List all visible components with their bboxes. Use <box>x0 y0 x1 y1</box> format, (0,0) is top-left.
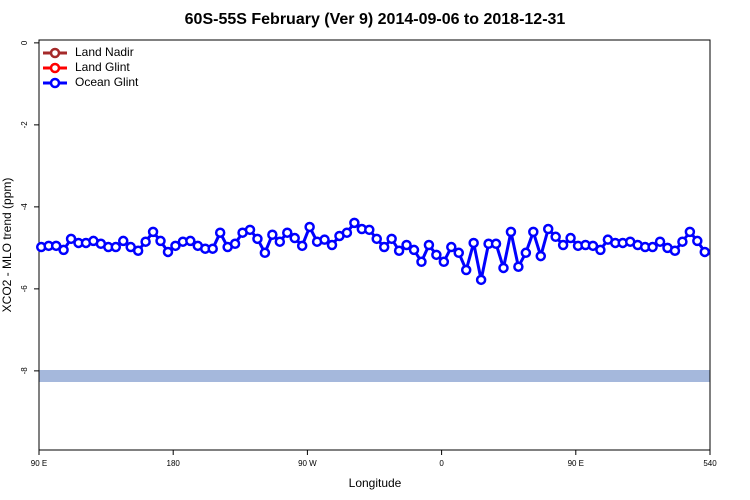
point <box>520 247 532 259</box>
point <box>408 244 420 256</box>
point <box>162 246 174 258</box>
legend-label: Ocean Glint <box>75 75 139 89</box>
legend-label: Land Nadir <box>75 45 134 59</box>
point <box>453 247 464 259</box>
point <box>65 233 77 245</box>
point <box>282 227 293 238</box>
point <box>550 231 561 243</box>
x-tick-label: 90 E <box>31 459 47 468</box>
point <box>229 238 241 250</box>
point <box>423 239 435 251</box>
point <box>58 244 69 256</box>
point <box>326 239 338 251</box>
point <box>542 223 554 235</box>
point <box>140 236 151 247</box>
x-tick-label: 0 <box>439 459 444 468</box>
y-tick-label: -4 <box>20 203 29 211</box>
point <box>654 236 666 247</box>
y-tick-label: -6 <box>20 285 29 293</box>
point <box>341 227 353 238</box>
point <box>438 256 450 268</box>
point <box>304 221 315 233</box>
point <box>252 233 263 245</box>
point <box>147 226 159 238</box>
point <box>259 247 271 259</box>
point <box>595 244 606 256</box>
point <box>468 237 479 249</box>
point <box>460 264 472 276</box>
point <box>170 240 181 252</box>
point <box>505 226 517 238</box>
point <box>692 235 703 247</box>
point <box>669 245 681 256</box>
band <box>39 370 710 382</box>
point <box>378 241 390 253</box>
point <box>498 262 509 274</box>
legend-marker <box>49 62 61 74</box>
point <box>587 240 599 252</box>
point <box>117 235 129 247</box>
point <box>296 240 308 252</box>
point <box>490 238 502 250</box>
point <box>528 226 539 238</box>
point <box>319 234 330 245</box>
x-tick-label: 540 <box>703 459 717 468</box>
y-tick-label: -8 <box>20 367 29 375</box>
point <box>475 274 487 286</box>
x-tick-label: 90 W <box>298 459 317 468</box>
point <box>207 243 218 254</box>
point <box>371 233 382 245</box>
point <box>535 250 547 262</box>
plot-frame <box>38 39 711 451</box>
point <box>565 232 576 244</box>
point <box>132 245 144 256</box>
point <box>349 217 360 229</box>
y-axis-label: XCO2 - MLO trend (ppm) <box>0 178 14 313</box>
point <box>214 227 226 238</box>
point <box>274 236 286 247</box>
point <box>155 235 166 247</box>
point <box>50 240 62 252</box>
legend-marker <box>49 77 61 89</box>
point <box>684 226 696 238</box>
point <box>677 236 688 247</box>
point <box>289 232 300 244</box>
legend-marker <box>49 47 61 59</box>
y-tick-label: -2 <box>20 121 29 129</box>
point <box>647 241 658 253</box>
point <box>513 261 524 272</box>
point <box>416 256 427 268</box>
point <box>446 241 457 253</box>
point <box>267 229 278 240</box>
point <box>431 249 442 261</box>
x-tick-label: 180 <box>167 459 181 468</box>
point <box>244 224 256 236</box>
point <box>401 239 412 251</box>
y-tick-label: 0 <box>20 40 29 45</box>
x-tick-label: 90 E <box>568 459 584 468</box>
point <box>699 246 711 258</box>
legend-label: Land Glint <box>75 60 130 74</box>
point <box>393 245 405 256</box>
x-axis-label: Longitude <box>349 476 402 490</box>
point <box>185 235 196 247</box>
point <box>364 224 375 236</box>
point <box>557 239 569 251</box>
point <box>110 241 122 253</box>
chart-title: 60S-55S February (Ver 9) 2014-09-06 to 2… <box>185 11 566 28</box>
point <box>386 233 397 245</box>
